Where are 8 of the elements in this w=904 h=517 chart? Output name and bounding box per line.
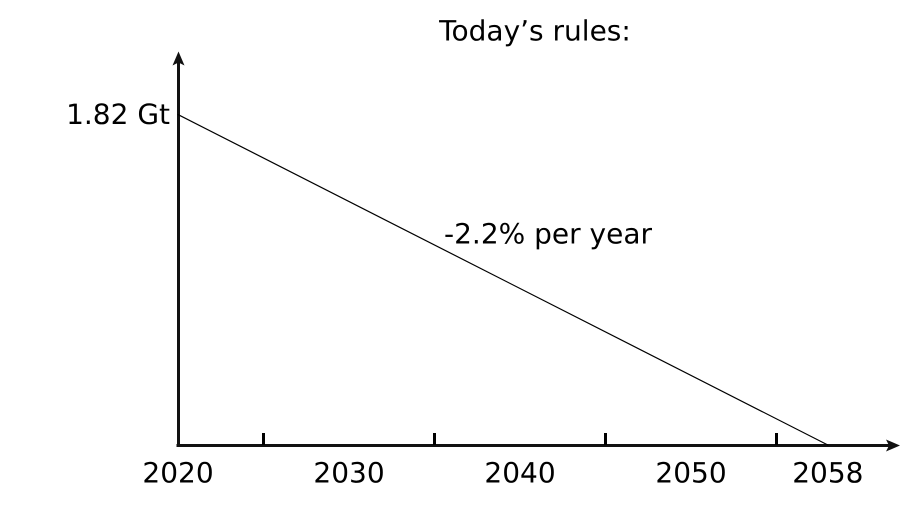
x-tick-label: 2030	[313, 456, 385, 490]
x-tick-label: 2050	[655, 456, 727, 490]
annotation: 1.82 Gt	[66, 98, 170, 132]
x-tick-label: 2020	[142, 456, 214, 490]
x-tick-label: 2058	[792, 456, 864, 490]
annotation: -2.2% per year	[444, 218, 653, 250]
x-tick-label: 2040	[484, 456, 556, 490]
chart-title: Today’s rules:	[438, 14, 631, 48]
